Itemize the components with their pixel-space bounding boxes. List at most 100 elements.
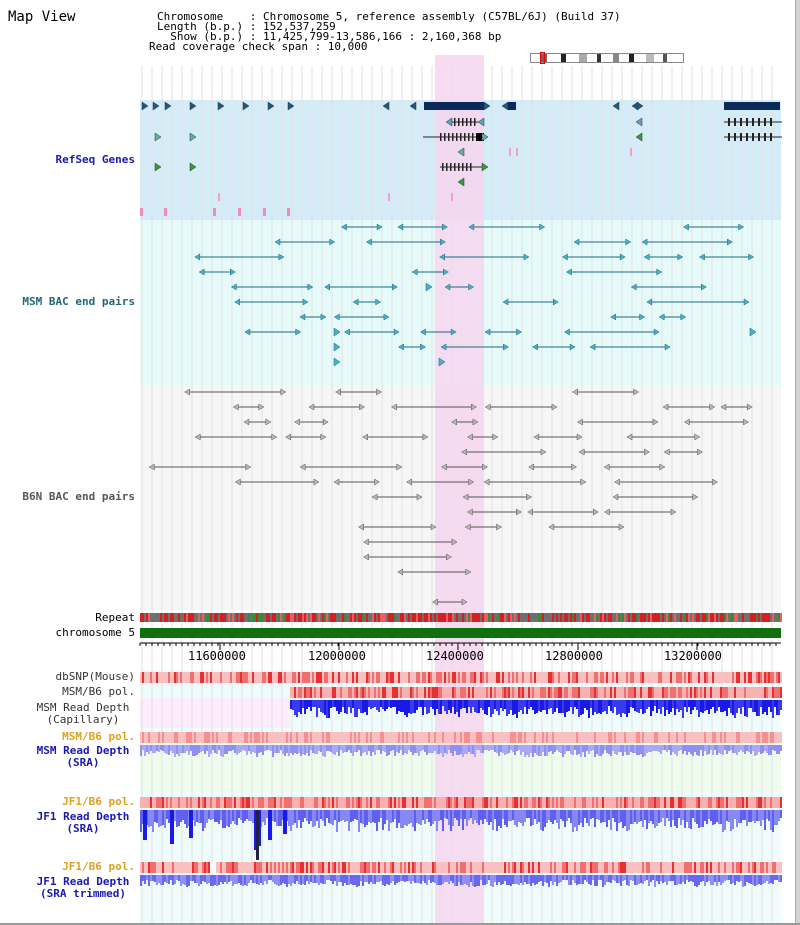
depth-bar — [614, 875, 616, 881]
depth-bar — [412, 700, 414, 713]
polymorphism-bar — [520, 732, 522, 743]
exon — [474, 118, 476, 126]
depth-bar — [690, 810, 692, 829]
depth-bar — [584, 700, 586, 708]
depth-bar — [376, 745, 378, 750]
polymorphism-bar — [252, 732, 254, 743]
depth-bar — [736, 875, 738, 881]
depth-bar — [772, 745, 774, 750]
polymorphism-bar — [402, 687, 404, 698]
polymorphism-bar — [264, 732, 266, 743]
depth-bar — [470, 700, 472, 713]
chromosome-ideogram[interactable] — [530, 52, 684, 64]
polymorphism-bar — [344, 862, 346, 873]
polymorphism-bar — [606, 687, 608, 698]
polymorphism-bar — [254, 797, 256, 808]
depth-bar — [430, 810, 432, 826]
depth-bar — [778, 810, 780, 821]
polymorphism-bar — [398, 862, 400, 873]
depth-bar — [364, 875, 366, 882]
depth-bar — [634, 745, 636, 753]
depth-spike — [256, 810, 259, 860]
polymorphism-bar — [704, 672, 706, 683]
depth-bar — [426, 700, 428, 714]
repeat-bar — [518, 613, 520, 622]
depth-bar — [534, 810, 536, 819]
polymorphism-bar — [750, 672, 752, 683]
track-label-refseq-genes[interactable]: RefSeq Genes — [55, 153, 135, 166]
polymorphism-bar — [686, 732, 688, 743]
depth-bar — [198, 745, 200, 753]
polymorphism-bar — [350, 672, 352, 683]
selection-highlight — [435, 55, 484, 925]
polymorphism-bar — [774, 672, 776, 683]
depth-bar — [364, 810, 366, 827]
depth-bar — [390, 810, 392, 823]
repeat-bar — [322, 613, 324, 622]
polymorphism-bar — [272, 672, 274, 683]
depth-bar — [402, 875, 404, 881]
polymorphism-bar — [718, 687, 720, 698]
polymorphism-bar — [386, 687, 388, 698]
polymorphism-bar — [316, 687, 318, 698]
depth-bar — [420, 810, 422, 825]
polymorphism-bar — [274, 797, 276, 808]
bac-end — [577, 418, 583, 426]
depth-bar — [232, 875, 234, 886]
track-label-b6n-bac[interactable]: B6N BAC end pairs — [22, 490, 135, 503]
depth-bar — [482, 810, 484, 824]
polymorphism-bar — [182, 862, 184, 873]
depth-bar — [386, 810, 388, 820]
repeat-bar — [292, 613, 294, 622]
depth-bar — [308, 700, 310, 707]
depth-bar — [450, 745, 452, 753]
repeat-bar — [188, 613, 190, 622]
bac-end — [749, 327, 757, 337]
repeat-bar — [688, 613, 690, 622]
polymorphism-bar — [576, 797, 578, 808]
polymorphism-bar — [640, 797, 642, 808]
polymorphism-bar — [380, 687, 382, 698]
polymorphism-bar — [192, 672, 194, 683]
chromosome-info: Chromosome : Chromosome 5, reference ass… — [157, 10, 621, 23]
polymorphism-bar — [648, 862, 650, 873]
polymorphism-bar — [738, 797, 740, 808]
depth-bar — [678, 745, 680, 751]
bac-end — [358, 523, 364, 531]
depth-bar — [264, 745, 266, 751]
bac-end — [440, 238, 446, 246]
depth-bar — [336, 700, 338, 711]
polymorphism-bar — [390, 672, 392, 683]
depth-bar — [746, 810, 748, 826]
bac-end — [502, 298, 509, 306]
polymorphism-bar — [724, 672, 726, 683]
polymorphism-bar — [764, 672, 766, 683]
repeat-bar — [514, 613, 516, 622]
track-label-msm-bac[interactable]: MSM BAC end pairs — [22, 295, 135, 308]
repeat-bar — [272, 613, 274, 622]
polymorphism-bar — [760, 732, 762, 743]
polymorphism-bar — [398, 672, 400, 683]
polymorphism-bar — [666, 862, 668, 873]
depth-bar — [512, 745, 514, 752]
depth-bar — [728, 875, 730, 880]
depth-bar — [366, 810, 368, 825]
depth-bar — [348, 810, 350, 831]
repeat-bar — [330, 613, 332, 622]
depth-bar — [418, 810, 420, 824]
depth-bar — [764, 700, 766, 712]
repeat-bar — [360, 613, 362, 622]
polymorphism-bar — [546, 687, 548, 698]
polymorphism-bar — [714, 687, 716, 698]
polymorphism-bar — [716, 862, 718, 873]
polymorphism-bar — [540, 687, 542, 698]
polymorphism-bar — [736, 732, 738, 743]
depth-bar — [422, 875, 424, 881]
depth-bar — [516, 875, 518, 884]
polymorphism-bar — [768, 672, 770, 683]
polymorphism-bar — [630, 732, 632, 743]
depth-bar — [564, 810, 566, 827]
depth-bar — [584, 745, 586, 757]
polymorphism-bar — [678, 672, 680, 683]
depth-bar — [404, 700, 406, 715]
